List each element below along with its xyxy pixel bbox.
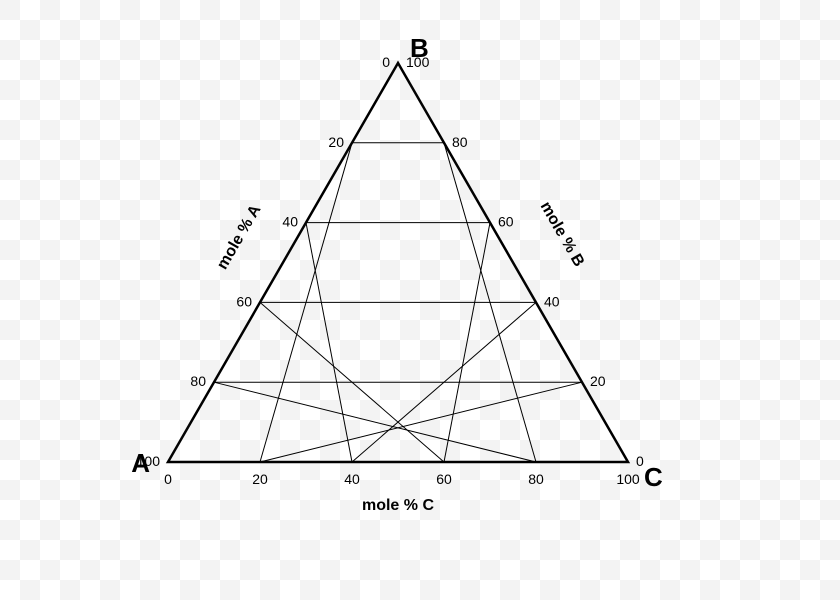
bottom-tick: 0 — [164, 471, 172, 487]
left-tick: 20 — [328, 134, 344, 150]
left-tick: 60 — [236, 293, 252, 309]
bottom-tick: 60 — [436, 471, 452, 487]
left-tick: 0 — [382, 54, 390, 70]
vertex-c: C — [644, 462, 663, 492]
vertex-a: A — [131, 448, 150, 478]
left-tick: 40 — [282, 214, 298, 230]
vertex-b: B — [410, 33, 429, 63]
bottom-tick: 80 — [528, 471, 544, 487]
ternary-plot: 020406080100100806040200020406080100mole… — [0, 0, 840, 600]
bottom-tick: 100 — [616, 471, 640, 487]
axis-label-c: mole % C — [362, 497, 434, 514]
bottom-tick: 40 — [344, 471, 360, 487]
right-tick: 0 — [636, 453, 644, 469]
right-tick: 40 — [544, 293, 560, 309]
left-tick: 80 — [190, 373, 206, 389]
right-tick: 20 — [590, 373, 606, 389]
right-tick: 60 — [498, 214, 514, 230]
right-tick: 80 — [452, 134, 468, 150]
bottom-tick: 20 — [252, 471, 268, 487]
